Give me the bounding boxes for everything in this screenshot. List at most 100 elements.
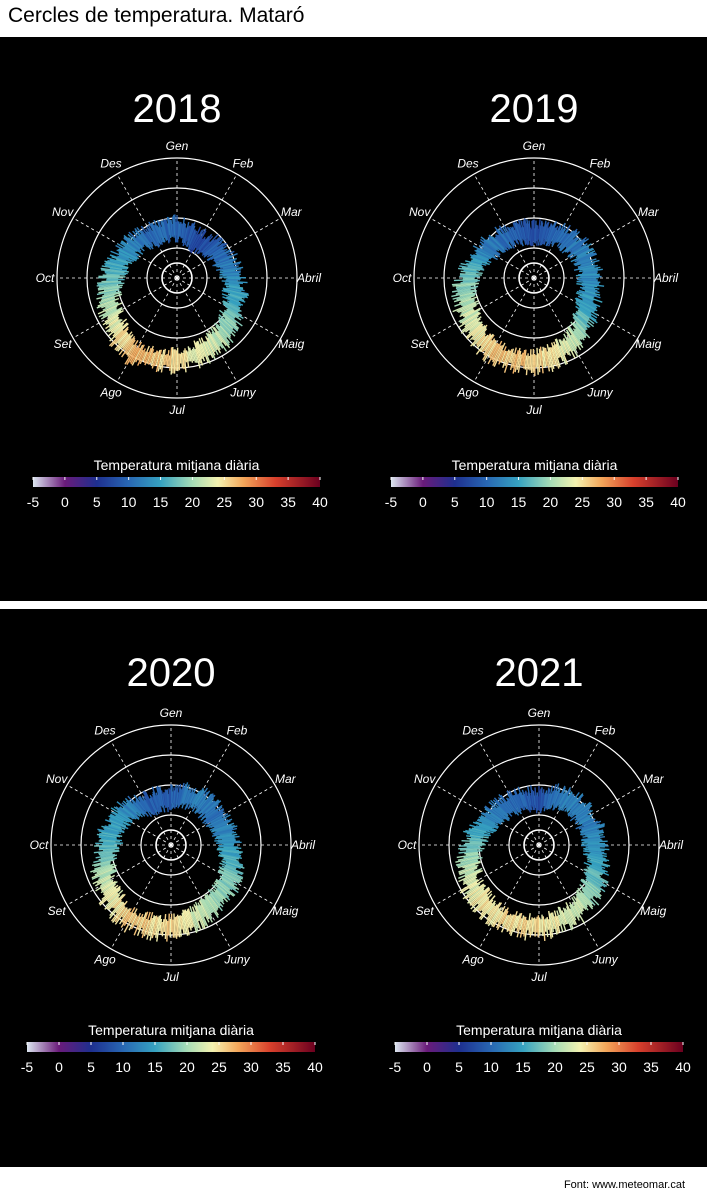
daily-bar bbox=[149, 916, 157, 941]
daily-bar bbox=[118, 251, 136, 261]
daily-bar bbox=[466, 835, 484, 839]
daily-bar bbox=[457, 860, 481, 869]
month-label: Jul bbox=[525, 403, 542, 417]
daily-bar bbox=[130, 347, 141, 365]
month-label: Set bbox=[416, 904, 435, 918]
daily-bar bbox=[468, 879, 484, 890]
daily-bar bbox=[460, 297, 472, 302]
daily-bar bbox=[552, 224, 562, 240]
daily-bar bbox=[150, 223, 162, 245]
daily-bar bbox=[575, 311, 595, 328]
colorbar-tick-label: 25 bbox=[217, 494, 233, 510]
daily-bar bbox=[492, 905, 506, 928]
daily-bar bbox=[503, 349, 513, 373]
daily-bar bbox=[460, 299, 475, 306]
daily-bar bbox=[587, 868, 601, 876]
daily-bar bbox=[159, 349, 165, 370]
daily-bar bbox=[219, 840, 240, 843]
daily-bar bbox=[561, 237, 580, 254]
daily-bar bbox=[582, 298, 601, 308]
daily-bar bbox=[96, 282, 125, 287]
daily-bar bbox=[90, 863, 116, 873]
daily-bar bbox=[173, 784, 177, 809]
daily-bar bbox=[206, 809, 225, 822]
daily-bar bbox=[494, 237, 507, 251]
daily-bar bbox=[130, 912, 137, 924]
daily-bar bbox=[210, 888, 225, 905]
daily-bar bbox=[203, 893, 219, 916]
daily-bar bbox=[473, 327, 487, 341]
colorbar-tick-label: 35 bbox=[275, 1059, 291, 1075]
daily-bar bbox=[172, 787, 175, 803]
daily-bar bbox=[143, 919, 150, 937]
daily-bar bbox=[206, 337, 216, 353]
daily-bar bbox=[466, 837, 487, 841]
daily-bar bbox=[458, 864, 479, 873]
daily-bar bbox=[548, 910, 554, 938]
daily-bar bbox=[154, 224, 163, 243]
chart-panel-2020: 2020 Gen Feb Mar Abril Maig Juny Jul Ago Set Oct No… bbox=[21, 651, 323, 1075]
daily-bar bbox=[118, 338, 133, 356]
daily-bar bbox=[562, 228, 578, 246]
daily-bar bbox=[219, 867, 243, 880]
daily-bar bbox=[474, 249, 492, 259]
daily-bar bbox=[508, 910, 518, 935]
daily-bar bbox=[482, 248, 495, 256]
daily-bar bbox=[191, 906, 202, 930]
daily-bar bbox=[508, 790, 522, 812]
daily-bar bbox=[574, 297, 597, 310]
grid-spoke bbox=[181, 217, 282, 276]
daily-bar bbox=[472, 324, 488, 341]
daily-bar bbox=[138, 796, 150, 812]
daily-bar bbox=[570, 805, 585, 818]
daily-bar bbox=[463, 875, 477, 884]
daily-bar bbox=[121, 802, 138, 817]
daily-bar bbox=[587, 855, 610, 862]
daily-bar bbox=[222, 287, 249, 295]
month-label: Maig bbox=[278, 337, 304, 351]
month-label: Oct bbox=[36, 271, 55, 285]
daily-bar bbox=[214, 884, 230, 898]
daily-bar bbox=[546, 916, 550, 930]
daily-bar bbox=[531, 220, 534, 246]
daily-bar bbox=[219, 261, 242, 268]
daily-bar bbox=[532, 791, 536, 806]
daily-bar bbox=[107, 259, 126, 266]
daily-bar bbox=[205, 894, 218, 912]
daily-bar bbox=[575, 246, 589, 255]
daily-bar bbox=[135, 237, 145, 246]
daily-bar bbox=[147, 224, 161, 247]
daily-bar bbox=[105, 262, 129, 269]
daily-bar bbox=[156, 785, 164, 808]
daily-bar bbox=[99, 879, 112, 888]
daily-bar bbox=[98, 885, 121, 905]
daily-bar bbox=[541, 350, 545, 368]
daily-bar bbox=[145, 231, 157, 247]
daily-bar bbox=[512, 222, 523, 245]
daily-bar bbox=[222, 296, 244, 306]
daily-bar bbox=[216, 848, 243, 853]
daily-bar bbox=[576, 290, 595, 298]
daily-bar bbox=[110, 328, 129, 348]
daily-bar bbox=[468, 828, 491, 835]
daily-bar bbox=[100, 881, 114, 890]
daily-bar bbox=[515, 221, 523, 242]
daily-bar bbox=[556, 233, 568, 247]
daily-bar bbox=[192, 347, 198, 364]
daily-bar bbox=[114, 333, 129, 351]
daily-bar bbox=[207, 242, 226, 257]
grid-spoke bbox=[179, 173, 238, 274]
daily-bar bbox=[186, 225, 192, 241]
daily-bar bbox=[200, 807, 216, 821]
daily-bar bbox=[494, 226, 512, 249]
daily-bar bbox=[156, 225, 164, 243]
daily-bar bbox=[484, 805, 503, 819]
daily-bar bbox=[219, 259, 236, 266]
daily-bar bbox=[579, 892, 594, 908]
daily-bar bbox=[221, 271, 241, 275]
grid-ring bbox=[56, 157, 298, 399]
daily-bar bbox=[558, 795, 569, 811]
daily-bar bbox=[581, 282, 605, 287]
daily-bar bbox=[116, 258, 129, 264]
daily-bar bbox=[104, 309, 124, 323]
